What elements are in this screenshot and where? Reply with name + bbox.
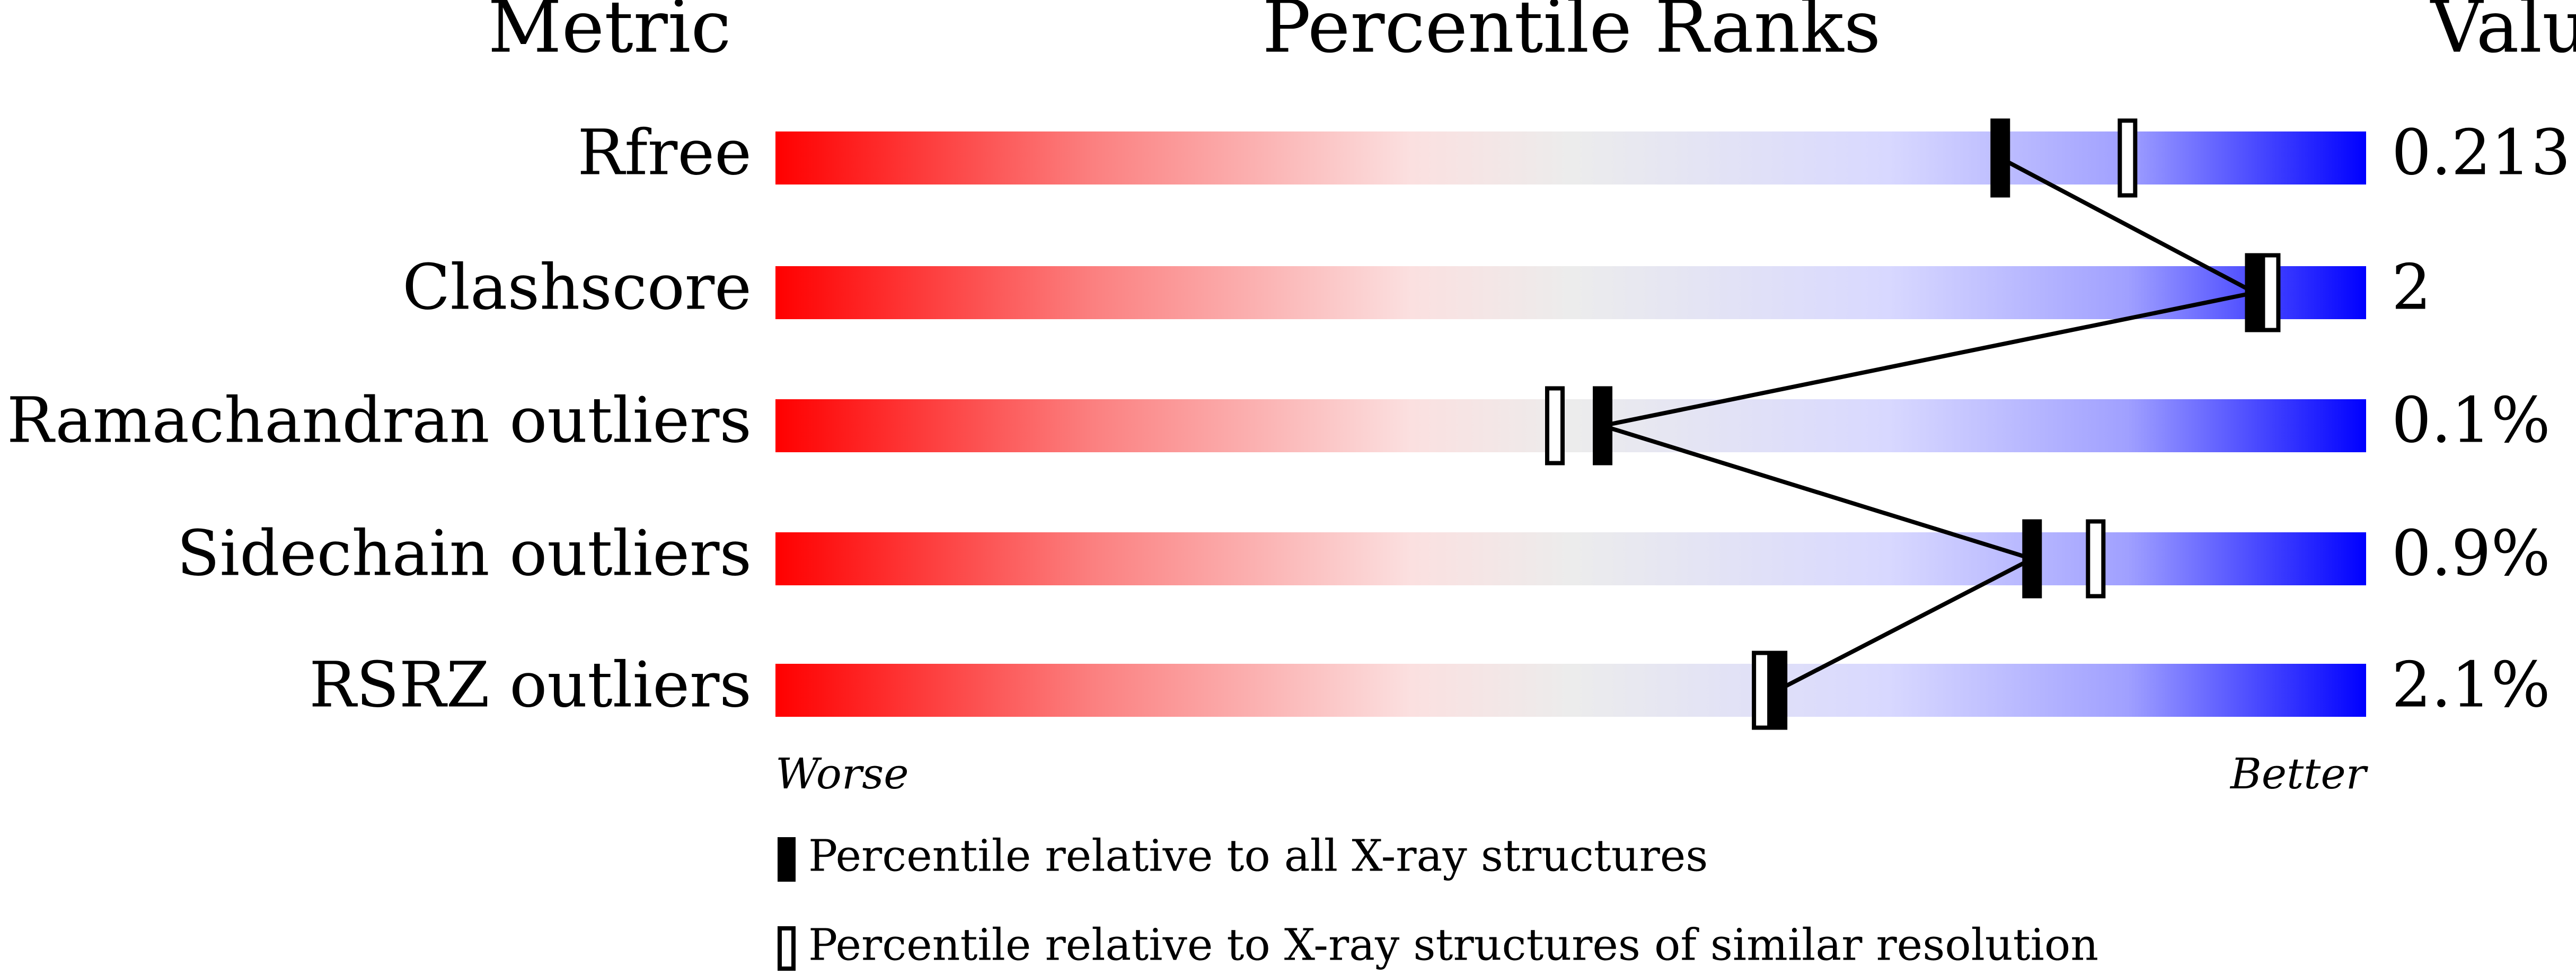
slider-bar [775,664,2366,717]
marker-open [1752,651,1772,730]
metric-value: 0.1% [2392,384,2551,457]
column-header: Value [2430,0,2576,69]
metric-label: RSRZ outliers [309,648,752,722]
column-header: Percentile Ranks [1263,0,1881,69]
legend-label: Percentile relative to X-ray structures … [808,920,2098,971]
marker-open [2261,253,2281,332]
column-header: Metric [488,0,731,69]
marker-open [2118,118,2138,198]
metric-value: 2 [2392,251,2431,324]
marker-filled [2245,253,2265,332]
metric-value: 0.213 [2392,116,2571,189]
metric-value: 0.9% [2392,517,2551,590]
slider-bar [775,399,2366,452]
marker-filled [1593,386,1613,465]
slider-bar [775,266,2366,319]
legend-swatch [778,926,796,971]
metric-label: Sidechain outliers [177,517,752,590]
metric-label: Rfree [577,116,752,189]
slider-bar [775,532,2366,585]
slider-bar [775,131,2366,185]
axis-label: Worse [775,749,909,798]
metric-value: 2.1% [2392,648,2551,722]
marker-filled [1768,651,1788,730]
legend-swatch [778,837,796,882]
axis-label: Better [2229,749,2369,798]
metric-label: Clashscore [402,251,752,324]
marker-open [2086,519,2106,599]
legend-label: Percentile relative to all X-ray structu… [808,831,1708,882]
marker-filled [2022,519,2042,599]
marker-open [1545,386,1565,465]
marker-filled [1990,118,2010,198]
metric-label: Ramachandran outliers [7,384,752,457]
